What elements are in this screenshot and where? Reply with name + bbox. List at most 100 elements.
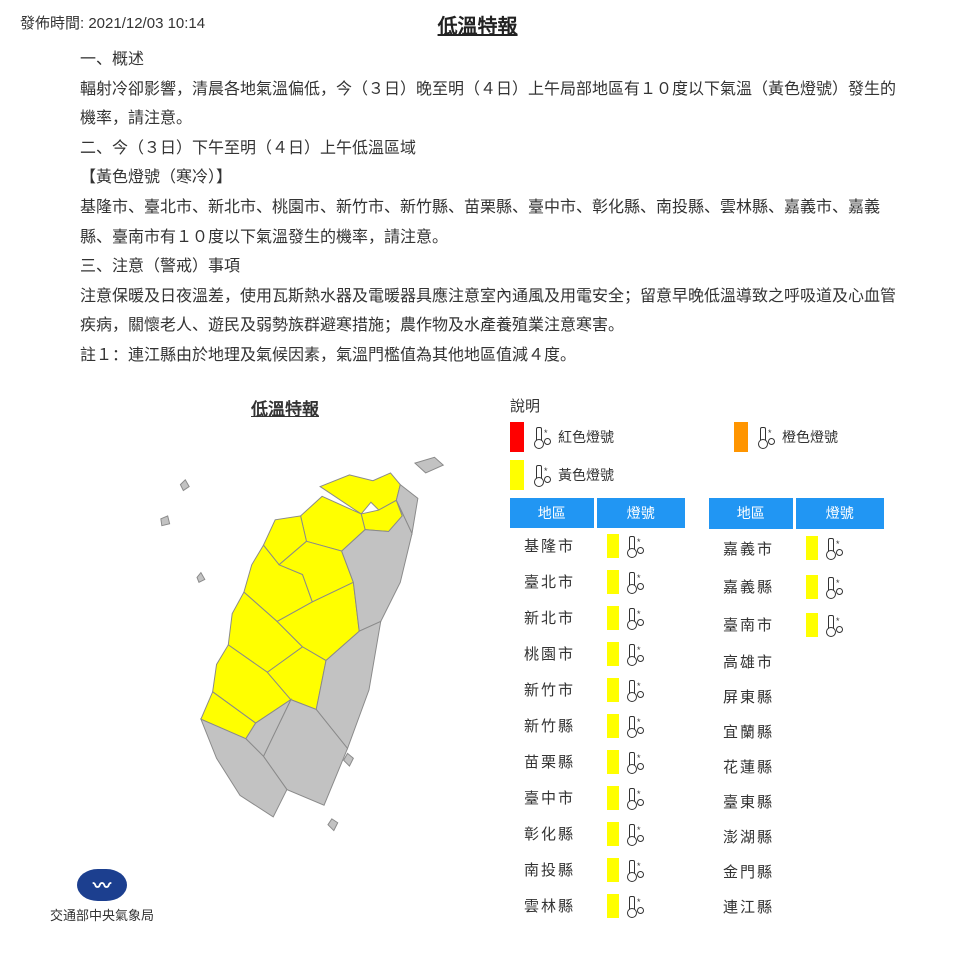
signal-swatch xyxy=(607,786,619,810)
table-row: 屏東縣 xyxy=(709,679,884,714)
table-row: 嘉義市* xyxy=(709,529,884,567)
th-region: 地區 xyxy=(510,498,595,528)
bureau-name: 交通部中央氣象局 xyxy=(50,905,154,924)
table-row: 南投縣* xyxy=(510,852,685,888)
thermometer-icon: * xyxy=(623,823,645,845)
signal-swatch xyxy=(607,570,619,594)
thermometer-icon: * xyxy=(623,787,645,809)
thermometer-icon: * xyxy=(530,464,552,486)
region-signal xyxy=(794,714,884,749)
bureau-logo-icon: 〰 xyxy=(77,869,127,901)
table-row: 新北市 * xyxy=(510,600,685,636)
signal-swatch xyxy=(607,606,619,630)
table-row: 基隆市 * xyxy=(510,528,685,564)
legend-orange: * 橙色燈號 xyxy=(734,422,838,452)
region-name: 雲林縣 xyxy=(510,888,595,924)
table-row: 臺東縣 xyxy=(709,784,884,819)
signal-swatch xyxy=(607,858,619,882)
signal-swatch xyxy=(607,750,619,774)
signal-swatch xyxy=(607,894,619,918)
region-name: 桃園市 xyxy=(510,636,595,672)
thermometer-icon: * xyxy=(623,643,645,665)
page-title: 低溫特報 xyxy=(205,10,940,39)
table-row: 雲林縣 * xyxy=(510,888,685,924)
publish-time: 發佈時間: 2021/12/03 10:14 xyxy=(20,12,205,33)
region-signal: * xyxy=(595,672,685,708)
table-row: 宜蘭縣 xyxy=(709,714,884,749)
region-signal xyxy=(794,644,884,679)
region-name: 澎湖縣 xyxy=(709,819,794,854)
content-body: 一、概述輻射冷卻影響，清晨各地氣溫偏低，今（３日）晚至明（４日）上午局部地區有１… xyxy=(80,45,940,371)
region-name: 嘉義市 xyxy=(709,529,794,567)
region-signal: * xyxy=(595,816,685,852)
table-row: 彰化縣 * xyxy=(510,816,685,852)
legend-yellow-label: 黃色燈號 xyxy=(558,465,614,485)
map-column: 低溫特報 〰 交通部中央氣象局 xyxy=(20,395,490,924)
region-name: 臺北市 xyxy=(510,564,595,600)
thermometer-icon: * xyxy=(623,535,645,557)
signal-swatch xyxy=(607,714,619,738)
region-name: 連江縣 xyxy=(709,889,794,924)
region-signal: * xyxy=(595,528,685,564)
th-region: 地區 xyxy=(709,498,794,530)
table-row: 臺南市* xyxy=(709,606,884,644)
table-row: 桃園市 * xyxy=(510,636,685,672)
table-row: 臺北市 * xyxy=(510,564,685,600)
legend-table-column: 說明 * 紅色燈號 * 橙色燈號 * 黃色燈號 地區 xyxy=(490,395,940,924)
region-name: 彰化縣 xyxy=(510,816,595,852)
region-signal: * xyxy=(595,744,685,780)
signal-swatch xyxy=(607,642,619,666)
region-signal: * xyxy=(794,529,884,567)
region-signal: * xyxy=(595,600,685,636)
region-signal xyxy=(794,854,884,889)
thermometer-icon: * xyxy=(623,751,645,773)
legend-red: * 紅色燈號 xyxy=(510,422,614,452)
region-name: 新竹市 xyxy=(510,672,595,708)
thermometer-icon: * xyxy=(623,859,645,881)
legend-yellow: * 黃色燈號 xyxy=(510,460,614,490)
region-name: 新竹縣 xyxy=(510,708,595,744)
th-signal: 燈號 xyxy=(595,498,685,528)
region-name: 宜蘭縣 xyxy=(709,714,794,749)
region-name: 苗栗縣 xyxy=(510,744,595,780)
region-table-left: 地區 燈號 基隆市*臺北市*新北市*桃園市*新竹市*新竹縣*苗栗縣*臺中市*彰化… xyxy=(510,498,685,924)
table-row: 苗栗縣 * xyxy=(510,744,685,780)
table-row: 新竹市* xyxy=(510,672,685,708)
region-signal xyxy=(794,784,884,819)
taiwan-map xyxy=(93,426,473,856)
table-row: 臺中市* xyxy=(510,780,685,816)
region-signal: * xyxy=(794,567,884,605)
region-signal: * xyxy=(595,564,685,600)
region-name: 高雄市 xyxy=(709,644,794,679)
region-name: 屏東縣 xyxy=(709,679,794,714)
region-name: 嘉義縣 xyxy=(709,567,794,605)
swatch-red xyxy=(510,422,524,452)
table-row: 高雄市 xyxy=(709,644,884,679)
legend-red-label: 紅色燈號 xyxy=(558,427,614,447)
legend-orange-label: 橙色燈號 xyxy=(782,427,838,447)
region-name: 臺東縣 xyxy=(709,784,794,819)
region-signal xyxy=(794,889,884,924)
table-row: 嘉義縣 * xyxy=(709,567,884,605)
table-row: 澎湖縣 xyxy=(709,819,884,854)
thermometer-icon: * xyxy=(822,576,844,598)
region-signal: * xyxy=(595,780,685,816)
thermometer-icon: * xyxy=(623,571,645,593)
th-signal: 燈號 xyxy=(794,498,884,530)
thermometer-icon: * xyxy=(623,607,645,629)
table-row: 新竹縣* xyxy=(510,708,685,744)
thermometer-icon: * xyxy=(754,426,776,448)
region-signal: * xyxy=(595,852,685,888)
region-signal: * xyxy=(595,636,685,672)
thermometer-icon: * xyxy=(623,895,645,917)
legend-title: 說明 xyxy=(510,395,940,416)
signal-swatch xyxy=(607,534,619,558)
thermometer-icon: * xyxy=(530,426,552,448)
region-name: 新北市 xyxy=(510,600,595,636)
signal-swatch xyxy=(806,575,818,599)
signal-swatch xyxy=(607,678,619,702)
signal-swatch xyxy=(806,613,818,637)
region-name: 花蓮縣 xyxy=(709,749,794,784)
region-name: 基隆市 xyxy=(510,528,595,564)
region-signal xyxy=(794,819,884,854)
